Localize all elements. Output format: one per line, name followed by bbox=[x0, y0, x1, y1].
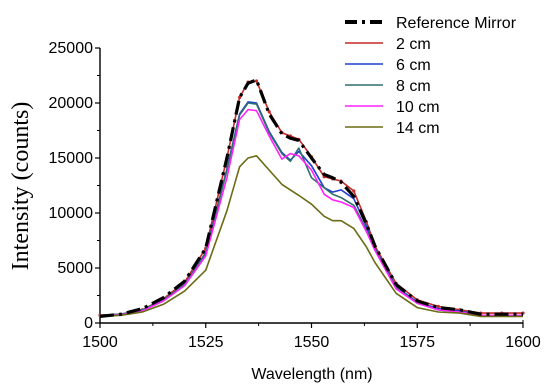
axes-layer: 1500 1525 1550 1575 1600 0 5000 10000 15000 20000… bbox=[49, 40, 541, 351]
y-tick-label: 15000 bbox=[49, 150, 94, 167]
y-tick-label: 10000 bbox=[49, 205, 94, 222]
x-tick-label: 1575 bbox=[399, 334, 435, 351]
series-point-2-cm bbox=[267, 110, 271, 114]
series-point-2-cm bbox=[237, 95, 242, 100]
series-line-8-cm bbox=[99, 102, 523, 317]
x-tick-label: 1550 bbox=[294, 334, 330, 351]
y-tick-label: 20000 bbox=[49, 95, 94, 112]
series-line-2-cm bbox=[99, 80, 523, 317]
legend-label-8-cm: 8 cm bbox=[396, 78, 431, 95]
series-point-2-cm bbox=[436, 304, 440, 309]
y-tick-label: 5000 bbox=[57, 260, 93, 277]
series-point-2-cm bbox=[254, 79, 259, 83]
y-tick-label: 0 bbox=[84, 315, 93, 332]
legend-label-reference-mirror: Reference Mirror bbox=[396, 15, 517, 32]
legend-label-6-cm: 6 cm bbox=[396, 57, 431, 74]
series-line-14-cm bbox=[99, 155, 523, 318]
series-line-6-cm bbox=[99, 101, 523, 317]
series-line-10-cm bbox=[99, 108, 523, 317]
legend-label-2-cm: 2 cm bbox=[396, 36, 431, 53]
x-tick-label: 1600 bbox=[505, 334, 541, 351]
legend-label-10-cm: 10 cm bbox=[396, 99, 440, 116]
x-axis-label: Wavelength (nm) bbox=[251, 366, 372, 383]
legend-layer: Reference Mirror 2 cm 6 cm 8 cm 10 cm 14 cm bbox=[345, 15, 517, 137]
y-axis-label: Intensity (counts) bbox=[8, 102, 34, 271]
x-tick-label: 1500 bbox=[82, 334, 118, 351]
plot-layer bbox=[98, 78, 525, 318]
legend-label-14-cm: 14 cm bbox=[396, 120, 440, 137]
x-tick-label: 1525 bbox=[188, 334, 224, 351]
series-line-reference-mirror bbox=[99, 78, 523, 318]
y-tick-label: 25000 bbox=[49, 40, 94, 57]
series-point-2-cm bbox=[352, 189, 356, 193]
